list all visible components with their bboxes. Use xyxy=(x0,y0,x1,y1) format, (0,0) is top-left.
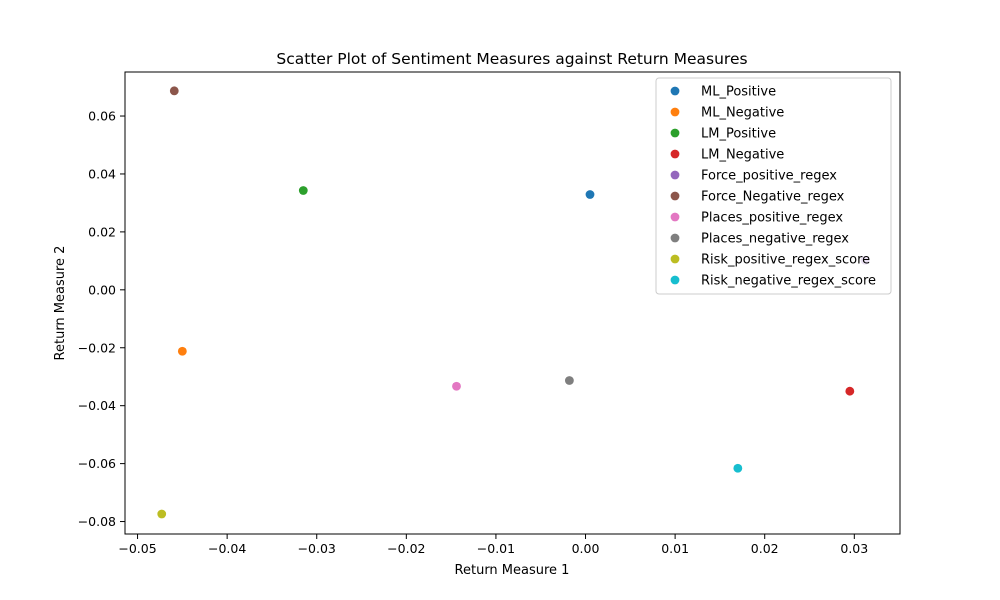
x-tick-label: 0.00 xyxy=(572,541,600,556)
x-axis-label: Return Measure 1 xyxy=(455,563,570,578)
legend-marker xyxy=(670,128,680,138)
legend-marker xyxy=(670,170,680,180)
legend-marker xyxy=(670,191,680,201)
legend-marker xyxy=(670,149,680,159)
legend-label: LM_Negative xyxy=(701,148,784,163)
plot-area: −0.05 −0.04 −0.03 −0.02 −0.01 0.00 0.01 0.02 0.0… xyxy=(78,86,870,556)
x-tick-label: −0.05 xyxy=(118,541,156,556)
legend-marker xyxy=(670,254,680,264)
legend-label: ML_Negative xyxy=(701,106,784,121)
x-tick-label: −0.01 xyxy=(477,541,515,556)
data-point-force-negative-regex xyxy=(169,86,179,96)
data-point-ml-positive xyxy=(585,190,595,199)
y-tick-label: 0.02 xyxy=(88,224,116,239)
legend-label: LM_Positive xyxy=(701,127,776,142)
legend-marker xyxy=(670,107,680,117)
legend-marker xyxy=(670,86,680,96)
y-tick-label: −0.04 xyxy=(78,398,116,413)
legend-label: Risk_negative_regex_score xyxy=(701,274,876,289)
y-tick-label: 0.06 xyxy=(88,109,116,124)
legend: ML_Positive ML_Negative LM_Positive LM_Nega… xyxy=(655,77,892,295)
y-tick-label: −0.06 xyxy=(78,456,116,471)
data-point-risk-positive-regex-score xyxy=(157,509,167,519)
plot-frame xyxy=(124,71,901,535)
data-point-lm-negative xyxy=(845,386,855,396)
y-axis-label: Return Measure 2 xyxy=(53,246,68,361)
x-tick-label: −0.03 xyxy=(298,541,336,556)
legend-label: Force_positive_regex xyxy=(701,169,837,184)
x-tick-label: 0.01 xyxy=(661,541,689,556)
y-tick-label: −0.02 xyxy=(78,340,116,355)
legend-marker xyxy=(670,212,680,222)
x-tick-label: 0.03 xyxy=(840,541,868,556)
legend-marker xyxy=(670,275,680,285)
y-tick-label: 0.04 xyxy=(88,166,116,181)
legend-label: Force_Negative_regex xyxy=(701,190,845,205)
data-point-lm-positive xyxy=(298,186,308,195)
chart-title: Scatter Plot of Sentiment Measures again… xyxy=(276,50,747,68)
data-point-ml-negative xyxy=(177,346,187,356)
data-point-risk-negative-regex-score xyxy=(733,463,743,473)
legend-label: Places_negative_regex xyxy=(701,232,849,247)
legend-label: ML_Positive xyxy=(701,85,776,100)
legend-label: Places_positive_regex xyxy=(701,211,843,226)
x-tick-label: −0.04 xyxy=(208,541,246,556)
legend-marker xyxy=(670,233,680,243)
y-tick-label: 0.00 xyxy=(88,282,116,297)
x-tick-label: 0.02 xyxy=(751,541,779,556)
data-point-places-positive-regex xyxy=(452,381,461,391)
data-point-places-negative-regex xyxy=(564,376,574,385)
legend-box xyxy=(655,77,892,295)
x-tick-label: −0.02 xyxy=(387,541,425,556)
y-tick-label: −0.08 xyxy=(78,514,116,529)
legend-label: Risk_positive_regex_score xyxy=(701,253,870,268)
